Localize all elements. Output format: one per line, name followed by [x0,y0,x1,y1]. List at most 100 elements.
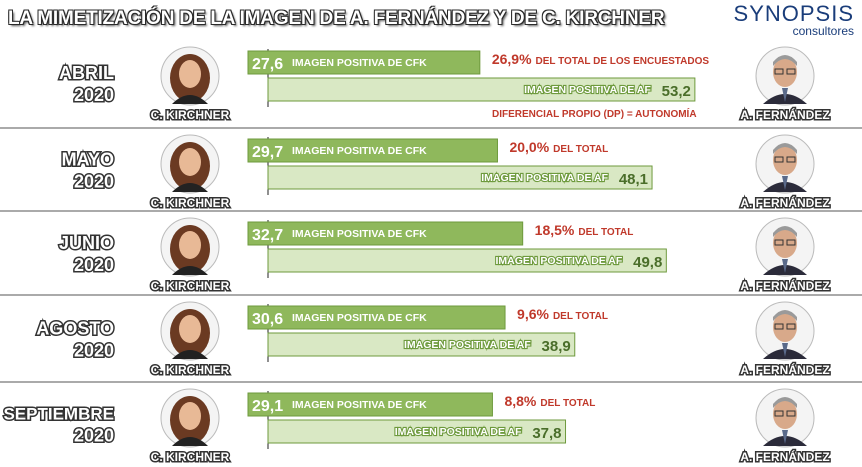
af-bar [267,165,653,190]
difference-label: 9,6% DEL TOTAL [517,306,608,322]
af-bar [267,332,576,357]
cfk-bar [247,392,493,417]
year-label: 2020 [74,85,114,105]
cfk-name-label: C. KIRCHNER [151,363,230,377]
avatar-face [773,228,797,258]
difference-value: 8,8% [504,393,536,409]
af-series-label: IMAGEN POSITIVA DE AF [404,339,531,351]
avatar-glasses-right [786,156,796,163]
brand-subtitle: consultores [792,24,854,38]
autonomy-annotation: DIFERENCIAL PROPIO (DP) = AUTONOMÍA [492,107,697,120]
af-name-label: A. FERNÁNDEZ [740,449,829,464]
avatar-face [179,148,201,176]
cfk-name-label: C. KIRCHNER [151,279,230,293]
af-value-label: 38,9 [542,338,571,355]
cfk-value-label: 30,6 [252,311,283,328]
cfk-value-label: 27,6 [252,56,283,73]
avatar-face [179,315,201,343]
month-label: JUNIO [59,233,114,253]
af-series-label: IMAGEN POSITIVA DE AF [395,426,522,438]
avatar-face [773,399,797,429]
month-label: AGOSTO [36,319,114,339]
af-portrait-icon [755,134,815,194]
avatar-glasses-left [774,323,784,330]
difference-caption: DEL TOTAL [553,144,608,155]
title-bar: LA MIMETIZACIÓN DE LA IMAGEN DE A. FERNÁ… [0,0,862,40]
avatar-face [179,231,201,259]
cfk-name-label: C. KIRCHNER [151,108,230,122]
avatar-body [172,266,208,275]
avatar-body [172,95,208,104]
avatar-glasses-left [774,239,784,246]
cfk-name-label: C. KIRCHNER [151,196,230,210]
cfk-bar [247,138,498,163]
cfk-series-label: IMAGEN POSITIVA DE CFK [292,145,427,157]
cfk-portrait-icon [160,301,220,361]
avatar-hair [773,55,797,66]
difference-value: 18,5% [535,222,575,238]
difference-caption: DEL TOTAL [578,227,633,238]
avatar-tie [782,176,788,190]
avatar-hair [773,226,797,237]
cfk-portrait-icon [160,388,220,448]
avatar-face [179,60,201,88]
month-label: MAYO [62,150,114,170]
avatar-tie [782,430,788,444]
cfk-portrait-icon [160,134,220,194]
avatar-glasses-right [786,410,796,417]
cfk-portrait-icon [160,46,220,106]
cfk-value-label: 29,7 [252,144,283,161]
cfk-series-label: IMAGEN POSITIVA DE CFK [292,312,427,324]
year-label: 2020 [74,255,114,275]
cfk-series-label: IMAGEN POSITIVA DE CFK [292,228,427,240]
af-value-label: 49,8 [633,254,662,271]
af-series-label: IMAGEN POSITIVA DE AF [481,172,608,184]
cfk-bar [247,305,506,330]
avatar-glasses-right [786,68,796,75]
avatar-hair [773,397,797,408]
avatar-face [773,57,797,87]
avatar-tie [782,88,788,102]
avatar-glasses-left [774,156,784,163]
af-portrait-icon [755,217,815,277]
difference-value: 9,6% [517,306,549,322]
af-bar [267,77,696,102]
difference-caption: DEL TOTAL [540,398,595,409]
difference-label: 8,8% DEL TOTAL [504,393,595,409]
avatar-body [172,350,208,359]
af-series-label: IMAGEN POSITIVA DE AF [524,84,651,96]
af-value-label: 53,2 [662,83,691,100]
difference-label: 26,9% DEL TOTAL DE LOS ENCUESTADOS [492,51,710,67]
avatar-face [773,145,797,175]
difference-caption: DEL TOTAL DE LOS ENCUESTADOS [536,56,710,67]
af-name-label: A. FERNÁNDEZ [740,362,829,377]
cfk-portrait-icon [160,217,220,277]
avatar-glasses-right [786,239,796,246]
avatar-glasses-right [786,323,796,330]
avatar-tie [782,259,788,273]
af-portrait-icon [755,301,815,361]
cfk-bar [247,50,481,75]
af-portrait-icon [755,388,815,448]
cfk-name-label: C. KIRCHNER [151,450,230,464]
af-name-label: A. FERNÁNDEZ [740,107,829,122]
af-value-label: 48,1 [619,171,648,188]
cfk-bar [247,221,524,246]
brand-name: SYNOPSIS [733,1,854,26]
avatar-glasses-left [774,68,784,75]
difference-value: 20,0% [509,139,549,155]
cfk-series-label: IMAGEN POSITIVA DE CFK [292,57,427,69]
avatar-face [773,312,797,342]
month-label: SEPTIEMBRE [3,405,114,424]
cfk-value-label: 32,7 [252,227,283,244]
difference-label: 18,5% DEL TOTAL [535,222,634,238]
difference-caption: DEL TOTAL [553,311,608,322]
avatar-body [172,183,208,192]
af-bar [267,248,667,273]
af-bar [267,419,567,444]
